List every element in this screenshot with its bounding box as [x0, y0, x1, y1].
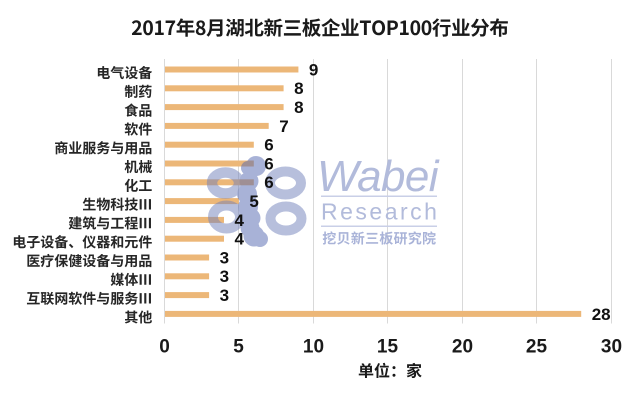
svg-text:6: 6	[264, 173, 273, 192]
svg-text:15: 15	[377, 337, 399, 358]
svg-text:8: 8	[294, 79, 303, 98]
svg-text:7: 7	[279, 117, 288, 136]
svg-text:3: 3	[220, 248, 229, 267]
svg-text:30: 30	[601, 337, 622, 358]
svg-text:5: 5	[249, 192, 258, 211]
svg-text:8: 8	[294, 98, 303, 117]
svg-text:4: 4	[235, 230, 245, 249]
svg-text:10: 10	[303, 337, 324, 358]
svg-text:3: 3	[220, 267, 229, 286]
svg-text:28: 28	[592, 305, 611, 324]
svg-text:0: 0	[159, 337, 170, 358]
svg-text:20: 20	[452, 337, 473, 358]
svg-text:9: 9	[309, 60, 318, 79]
svg-text:Research: Research	[321, 198, 439, 224]
svg-text:6: 6	[264, 154, 273, 173]
svg-text:4: 4	[235, 211, 245, 230]
svg-text:6: 6	[264, 136, 273, 155]
svg-text:5: 5	[233, 337, 244, 358]
svg-text:3: 3	[220, 286, 229, 305]
svg-text:Wabei: Wabei	[317, 152, 440, 201]
svg-text:25: 25	[526, 337, 548, 358]
